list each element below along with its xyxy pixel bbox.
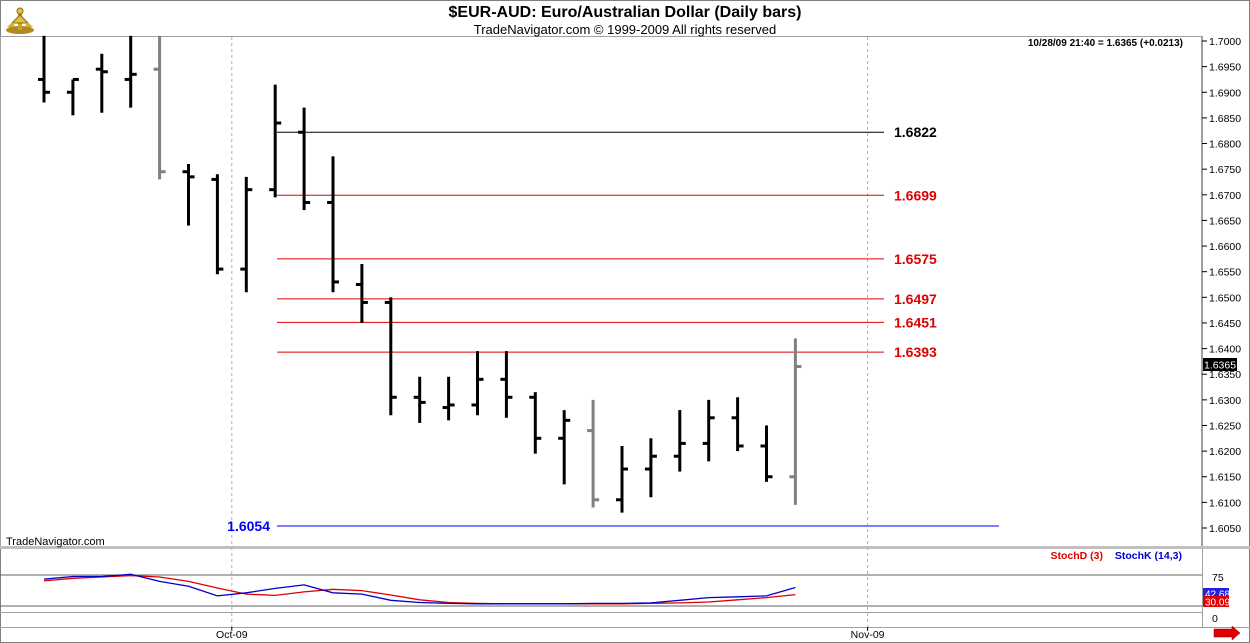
stochk-line — [43, 573, 796, 605]
legend-stochd: StochD (3) — [1051, 550, 1104, 562]
ohlc-bar — [442, 376, 455, 421]
chart-subtitle: TradeNavigator.com © 1999-2009 All right… — [473, 22, 777, 37]
ohlc-bar — [240, 176, 253, 293]
level-label-5: 1.6393 — [894, 344, 937, 360]
price-tick-label: 1.6750 — [1209, 164, 1241, 176]
last-price-tag — [1203, 358, 1237, 371]
stochd-last-label: 30.09 — [1205, 598, 1230, 609]
ohlc-bar — [789, 338, 802, 505]
ohlc-bars — [38, 35, 802, 513]
stochd-line — [43, 574, 796, 605]
price-tick-label: 1.6400 — [1209, 344, 1241, 356]
price-tick-label: 1.6200 — [1209, 446, 1241, 458]
price-tick-label: 1.6450 — [1209, 318, 1241, 330]
trade-navigator-logo-icon[interactable] — [3, 5, 37, 35]
price-tick-label: 1.6850 — [1209, 113, 1241, 125]
price-tick-label: 1.6250 — [1209, 420, 1241, 432]
ohlc-bar — [327, 156, 339, 293]
ohlc-bar — [298, 107, 311, 211]
price-tick-label: 1.6800 — [1209, 139, 1241, 151]
scroll-right-arrow-icon[interactable] — [1213, 625, 1241, 641]
level-lines: 1.6822 1.6699 1.6575 1.6497 1.6451 1.6393 1.60… — [227, 124, 999, 534]
osc-tick-75: 75 — [1212, 572, 1224, 584]
ohlc-bar — [182, 164, 195, 226]
ohlc-bar — [587, 399, 600, 508]
price-tick-label: 1.6950 — [1209, 62, 1241, 74]
price-tick-label: 1.7000 — [1209, 36, 1241, 48]
price-tick-label: 1.6500 — [1209, 292, 1241, 304]
level-label-3: 1.6497 — [894, 291, 937, 307]
date-tick-label: Nov-09 — [851, 629, 885, 641]
legend-stochk: StochK (14,3) — [1115, 550, 1182, 562]
level-label-6: 1.6054 — [227, 518, 270, 534]
ohlc-bar — [500, 351, 513, 418]
chart-title: $EUR-AUD: Euro/Australian Dollar (Daily … — [448, 4, 802, 21]
price-tick-label: 1.6150 — [1209, 472, 1241, 484]
ohlc-bar — [269, 84, 282, 198]
ohlc-bar — [644, 438, 657, 498]
ohlc-bar — [413, 376, 426, 423]
ohlc-bar — [38, 35, 50, 103]
price-tick-label: 1.6300 — [1209, 395, 1241, 407]
price-axis-ticks: 1.6050 1.6100 1.6150 1.6200 1.6250 1.6300 1.63… — [1202, 36, 1241, 535]
level-label-2: 1.6575 — [894, 251, 937, 267]
ohlc-bar — [558, 410, 571, 485]
ohlc-bar — [471, 351, 484, 416]
stochd-last-tag — [1203, 596, 1229, 607]
stochastic-panel — [0, 573, 1202, 607]
price-tick-label: 1.6700 — [1209, 190, 1241, 202]
ohlc-bar — [702, 399, 715, 462]
date-axis: Oct-09 Nov-09 — [216, 627, 885, 641]
price-tick-label: 1.6050 — [1209, 523, 1241, 535]
level-label-4: 1.6451 — [894, 314, 937, 330]
ohlc-bar — [153, 35, 166, 180]
date-tick-label: Oct-09 — [216, 629, 248, 641]
level-label-1: 1.6699 — [894, 187, 937, 203]
price-tick-label: 1.6350 — [1209, 369, 1241, 381]
ohlc-bar — [760, 425, 773, 482]
price-tick-label: 1.6600 — [1209, 241, 1241, 253]
ohlc-bar — [616, 445, 628, 513]
ohlc-bar — [355, 263, 368, 323]
ohlc-bar — [673, 410, 686, 472]
ohlc-bar — [95, 53, 108, 113]
ohlc-bar — [211, 174, 224, 275]
ohlc-bar — [124, 35, 137, 108]
level-label-0: 1.6822 — [894, 124, 937, 140]
quote-readout: 10/28/09 21:40 = 1.6365 (+0.0213) — [1028, 38, 1183, 49]
ohlc-bar — [384, 297, 397, 416]
price-tick-label: 1.6650 — [1209, 215, 1241, 227]
last-price-label: 1.6365 — [1204, 360, 1236, 372]
price-tick-label: 1.6100 — [1209, 497, 1241, 509]
ohlc-bar — [731, 397, 744, 452]
stochk-last-label: 42.68 — [1205, 590, 1230, 601]
osc-tick-0: 0 — [1212, 613, 1218, 625]
price-tick-label: 1.6900 — [1209, 87, 1241, 99]
vertical-gridlines — [231, 37, 869, 627]
ohlc-bar — [66, 77, 79, 116]
watermark-text: TradeNavigator.com — [6, 536, 105, 548]
ohlc-bar — [529, 392, 542, 454]
stochk-last-tag — [1203, 588, 1229, 599]
price-tick-label: 1.6550 — [1209, 267, 1241, 279]
